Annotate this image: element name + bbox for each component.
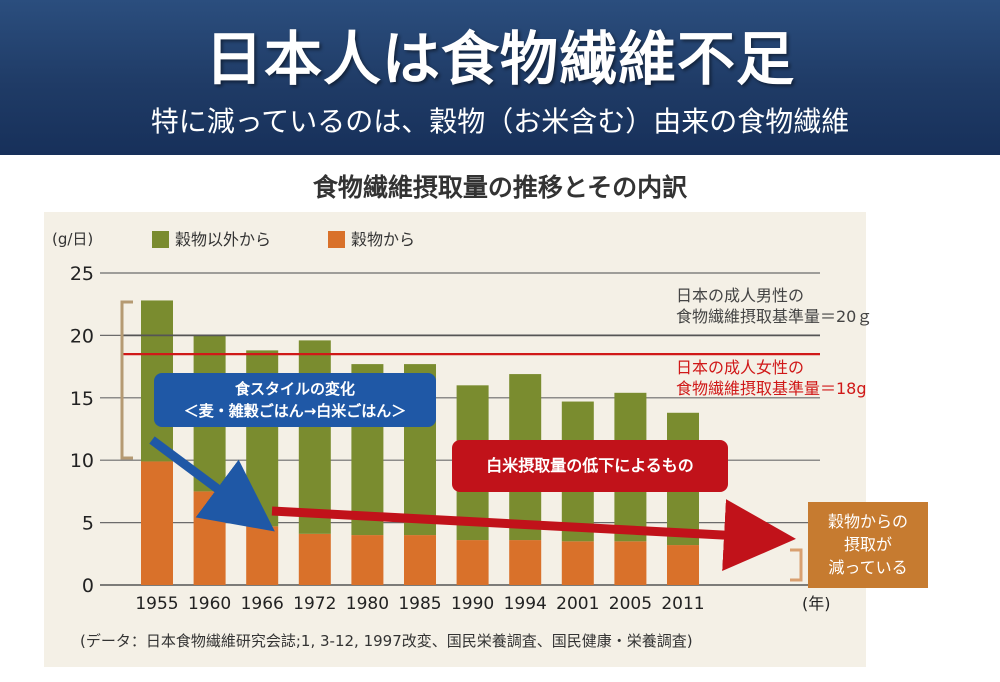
grain-decrease-callout: 穀物からの 摂取が 減っている xyxy=(808,502,928,588)
y-tick-label: 25 xyxy=(70,263,94,285)
bar-segment xyxy=(404,535,436,585)
x-tick-label: 1972 xyxy=(293,594,336,614)
bar-segment xyxy=(509,540,542,585)
y-axis-label: (g/日) xyxy=(52,230,93,248)
diet-change-line1: 食スタイルの変化 xyxy=(234,380,355,398)
page-subtitle: 特に減っているのは、穀物（お米含む）由来の食物繊維 xyxy=(150,105,850,138)
blue-arrow xyxy=(149,436,275,532)
bar-segment xyxy=(351,535,384,585)
x-tick-label: 1985 xyxy=(398,594,441,614)
x-tick-label: 2011 xyxy=(661,594,704,614)
bar-segment xyxy=(561,541,594,585)
x-axis-unit: (年) xyxy=(802,594,831,613)
x-tick-label: 1955 xyxy=(135,594,178,614)
bar-segment xyxy=(193,491,226,585)
x-tick-label: 1990 xyxy=(451,594,494,614)
bar-segment xyxy=(298,533,331,585)
page-title: 日本人は食物繊維不足 xyxy=(204,25,795,93)
x-tick-label: 1994 xyxy=(504,594,547,614)
x-tick-label: 1960 xyxy=(188,594,231,614)
chart-title: 食物繊維摂取量の推移とその内訳 xyxy=(312,173,688,202)
bracket-left xyxy=(120,300,133,460)
bar-segment xyxy=(614,541,647,585)
legend-label-non-grain: 穀物以外から xyxy=(175,230,271,249)
female-reference-line2: 食物繊維摂取基準量＝18g xyxy=(676,379,867,398)
female-reference-line1: 日本の成人女性の xyxy=(676,358,805,377)
x-tick-label: 2001 xyxy=(556,594,599,614)
red-arrow xyxy=(271,499,796,572)
y-tick-label: 10 xyxy=(70,450,94,472)
x-tick-label: 1966 xyxy=(241,594,284,614)
legend-label-grain: 穀物から xyxy=(351,230,415,249)
male-reference-line2: 食物繊維摂取基準量＝20ｇ xyxy=(676,307,873,326)
y-tick-label: 5 xyxy=(82,513,94,535)
bracket-right xyxy=(790,548,803,582)
female-reference-note: 日本の成人女性の 食物繊維摂取基準量＝18g xyxy=(676,357,867,399)
bar-segment xyxy=(667,545,699,585)
bar-segment xyxy=(298,340,331,534)
y-tick-label: 0 xyxy=(82,575,94,597)
title-banner xyxy=(0,0,1000,155)
bar-segment xyxy=(141,461,173,585)
data-source-note: (データ：日本食物繊維研究会誌;1, 3-12, 1997改変、国民栄養調査、国… xyxy=(80,632,693,650)
male-reference-note: 日本の成人男性の 食物繊維摂取基準量＝20ｇ xyxy=(676,285,872,327)
male-reference-line1: 日本の成人男性の xyxy=(676,286,805,305)
bar-segment xyxy=(246,526,279,585)
diet-change-line2: ＜麦・雑穀ごはん→白米ごはん＞ xyxy=(183,402,407,420)
diet-change-callout: 食スタイルの変化 ＜麦・雑穀ごはん→白米ごはん＞ xyxy=(154,373,436,427)
x-tick-label: 1980 xyxy=(346,594,389,614)
y-tick-label: 20 xyxy=(70,325,94,347)
grain-decrease-line1: 穀物からの xyxy=(827,512,908,531)
bar-segment xyxy=(456,540,489,585)
x-tick-label: 2005 xyxy=(609,594,652,614)
grain-decrease-line3: 減っている xyxy=(828,558,908,577)
grain-decrease-line2: 摂取が xyxy=(843,535,892,554)
y-tick-label: 15 xyxy=(70,388,94,410)
chart-panel xyxy=(44,212,866,667)
rice-decline-callout: 白米摂取量の低下によるもの xyxy=(452,440,728,492)
legend-swatch-non-grain xyxy=(152,231,169,248)
legend-swatch-grain xyxy=(328,231,345,248)
